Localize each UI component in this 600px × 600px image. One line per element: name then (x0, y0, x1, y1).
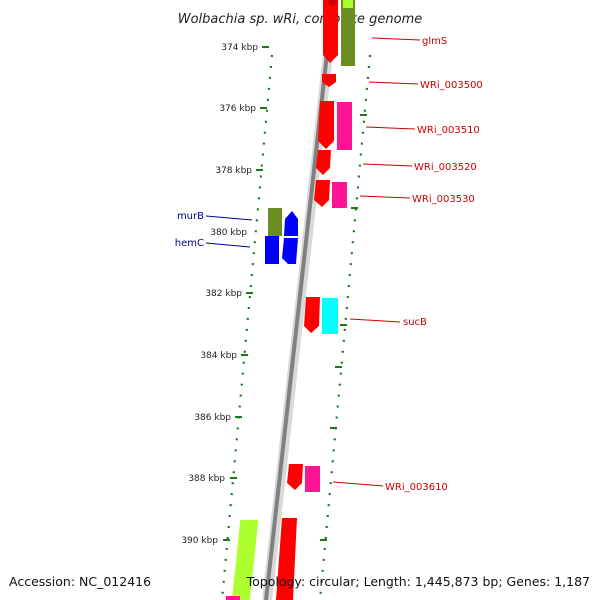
accession-label: Accession: NC_012416 (9, 574, 151, 589)
gene-arrow (318, 101, 334, 149)
gene-label-WRi_003500: WRi_003500 (420, 80, 483, 91)
tick-label-382kbp: 382 kbp (205, 289, 242, 299)
tick-376: 376 kbp (219, 104, 267, 114)
gene-block (226, 596, 240, 600)
gene-block-murB (268, 208, 282, 236)
gene-label-sucB: sucB (403, 317, 427, 328)
tick-380: 380 kbp (210, 228, 247, 238)
genome-backbone (262, 0, 339, 600)
gene-block (337, 102, 352, 150)
tick-384: 384 kbp (200, 351, 248, 361)
gene-features-minus (265, 208, 298, 264)
tick-label-388kbp: 388 kbp (188, 474, 225, 484)
tick-374: 374 kbp (221, 43, 269, 53)
genome-title: Wolbachia sp. wRi, complete genome (178, 12, 423, 27)
gene-block (322, 298, 338, 334)
tick-label-376kbp: 376 kbp (219, 104, 256, 114)
tick-label-386kbp: 386 kbp (194, 413, 231, 423)
gene-label-murB: murB (177, 211, 204, 222)
gene-block (231, 520, 259, 600)
gene-arrow (316, 150, 331, 175)
gene-label-hemC: hemC (175, 238, 204, 249)
gene-label-WRi_003610: WRi_003610 (385, 482, 448, 493)
right-track-ticks (320, 114, 367, 541)
gene-label-WRi_003530: WRi_003530 (412, 194, 475, 205)
tick-390: 390 kbp (181, 536, 230, 546)
gene-arrow (276, 518, 297, 600)
gene-block (341, 0, 355, 66)
tick-label-384kbp: 384 kbp (200, 351, 237, 361)
gene-arrow-tip (329, 0, 338, 6)
gene-label-WRi_003510: WRi_003510 (417, 125, 480, 136)
gene-block (343, 0, 353, 8)
tick-label-390kbp: 390 kbp (181, 536, 218, 546)
gene-arrow (287, 464, 303, 490)
gene-arrow (322, 74, 336, 87)
genome-summary: Topology: circular; Length: 1,445,873 bp… (246, 574, 590, 589)
tick-388: 388 kbp (188, 474, 237, 484)
gene-arrow (323, 0, 338, 63)
gene-label-WRi_003520: WRi_003520 (414, 162, 477, 173)
gene-features-plus (226, 0, 355, 600)
gene-block-hemC (265, 236, 279, 264)
tick-382: 382 kbp (205, 289, 253, 299)
tick-label-380kbp: 380 kbp (210, 228, 247, 238)
gene-arrow (282, 238, 298, 264)
gene-label-glmS: glmS (422, 36, 447, 47)
tick-label-374kbp: 374 kbp (221, 43, 258, 53)
gene-arrow (304, 297, 320, 333)
gene-arrow (314, 180, 330, 207)
tick-378: 378 kbp (215, 166, 263, 176)
gene-block (332, 182, 347, 208)
label-leaders (205, 37, 421, 487)
tick-386: 386 kbp (194, 413, 242, 423)
gene-block (305, 466, 320, 492)
scale-track-left (220, 54, 274, 600)
gene-arrow (284, 211, 298, 236)
tick-label-378kbp: 378 kbp (215, 166, 252, 176)
